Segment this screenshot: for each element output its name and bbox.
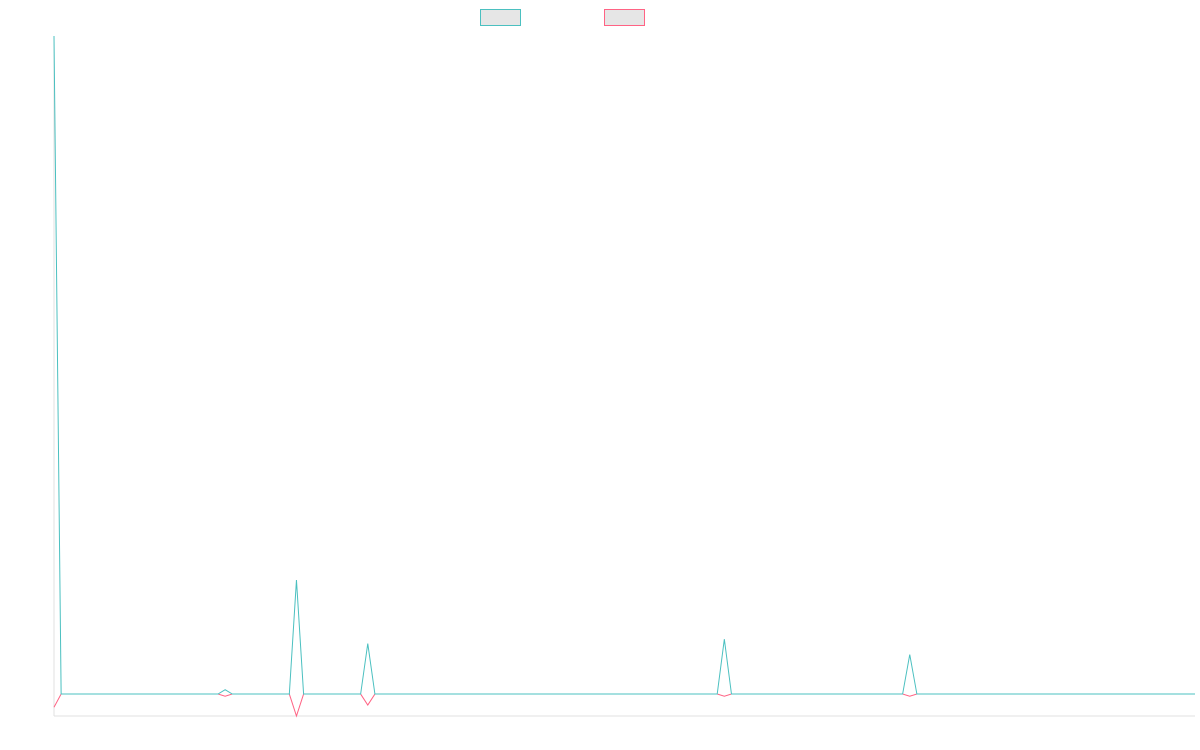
data-line xyxy=(53,693,1195,718)
legend xyxy=(480,9,645,26)
plot xyxy=(53,35,1195,718)
legend-swatch xyxy=(480,9,521,26)
data-line xyxy=(53,35,1195,695)
legend-swatch xyxy=(604,9,645,26)
